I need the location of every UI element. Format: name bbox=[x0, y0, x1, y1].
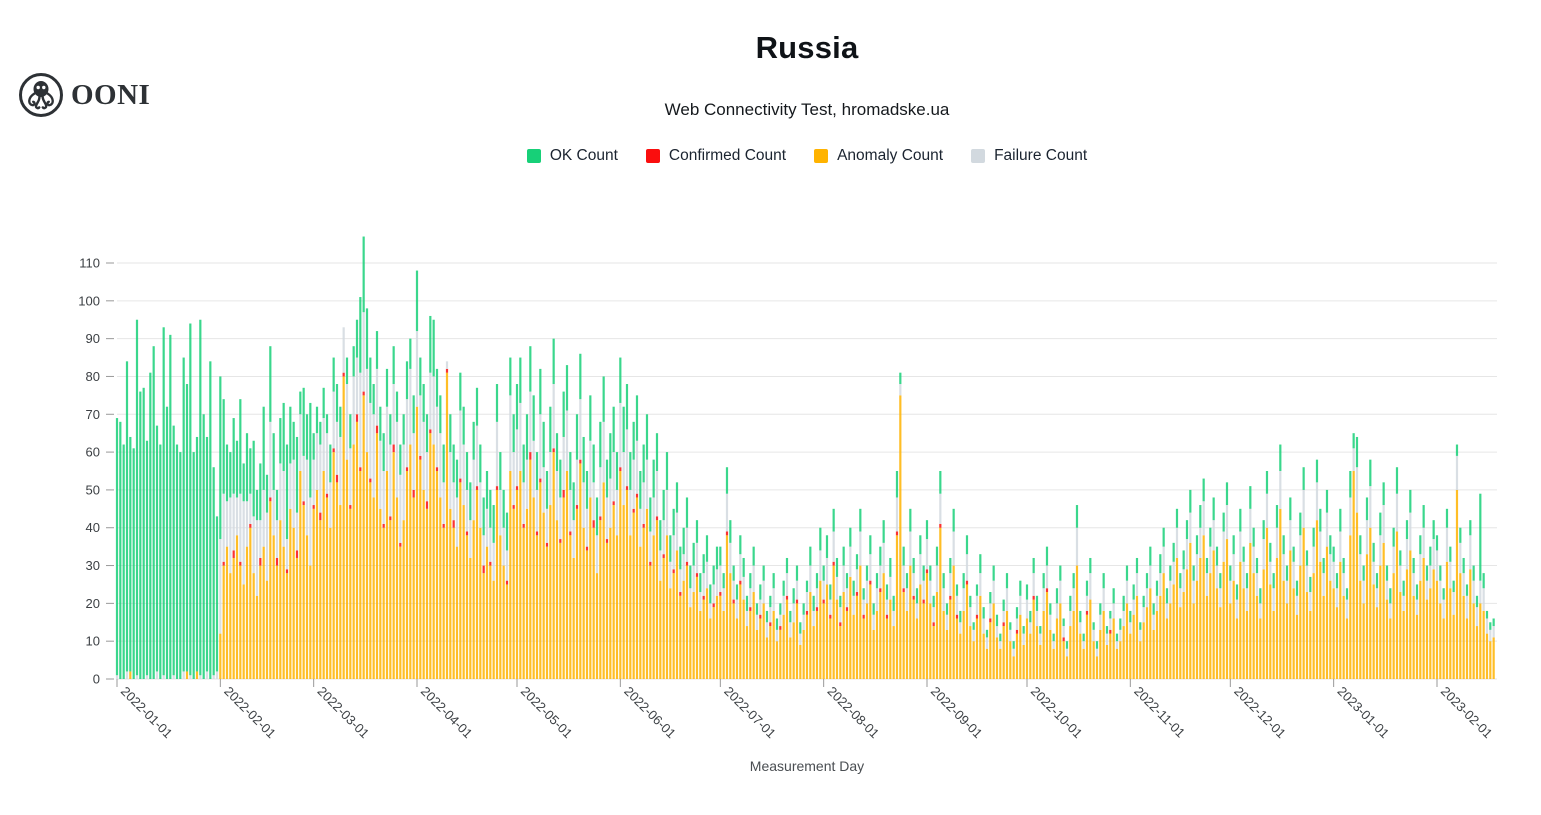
x-tick-label: 2023-02-01 bbox=[1438, 684, 1496, 742]
legend-item-anomaly[interactable]: Anomaly Count bbox=[814, 147, 943, 165]
x-tick-label: 2022-07-01 bbox=[721, 684, 779, 742]
legend-item-failure[interactable]: Failure Count bbox=[971, 147, 1087, 165]
x-tick-label: 2022-10-01 bbox=[1028, 684, 1086, 742]
x-tick-label: 2022-08-01 bbox=[825, 684, 883, 742]
legend-item-ok[interactable]: OK Count bbox=[526, 147, 618, 165]
ooni-logo: OONI bbox=[18, 72, 150, 118]
ooni-octopus-icon bbox=[19, 73, 63, 117]
y-tick-label: 80 bbox=[86, 369, 100, 384]
y-tick-label: 20 bbox=[86, 596, 100, 611]
x-tick-label: 2022-02-01 bbox=[221, 684, 279, 742]
x-axis: 2022-01-01 2022-02-01 2022-03-01 2022-04-01… bbox=[116, 679, 1496, 742]
ok-bars[interactable] bbox=[115, 236, 1495, 679]
legend-label: OK Count bbox=[549, 147, 618, 164]
x-tick-label: 2022-01-01 bbox=[118, 684, 176, 742]
chart-subtitle: Web Connectivity Test, hromadske.ua bbox=[664, 100, 950, 119]
anomaly-swatch-icon bbox=[814, 149, 829, 163]
x-tick-label: 2022-03-01 bbox=[315, 684, 373, 742]
x-tick-label: 2023-01-01 bbox=[1335, 684, 1393, 742]
anomaly-bars[interactable] bbox=[129, 372, 1495, 679]
y-tick-label: 30 bbox=[86, 558, 100, 573]
y-tick-label: 10 bbox=[86, 634, 100, 649]
y-tick-label: 90 bbox=[86, 331, 100, 346]
y-tick-label: 0 bbox=[93, 672, 100, 687]
x-tick-label: 2022-04-01 bbox=[418, 684, 476, 742]
x-tick-label: 2022-05-01 bbox=[518, 684, 576, 742]
ok-swatch-icon bbox=[526, 149, 541, 163]
y-tick-label: 70 bbox=[86, 407, 100, 422]
legend-label: Failure Count bbox=[994, 147, 1088, 164]
legend-item-confirmed[interactable]: Confirmed Count bbox=[645, 147, 787, 165]
y-tick-label: 60 bbox=[86, 445, 100, 460]
legend-label: Confirmed Count bbox=[668, 147, 787, 164]
y-tick-label: 110 bbox=[79, 256, 100, 271]
x-tick-label: 2022-11-01 bbox=[1131, 684, 1188, 741]
failure-bars[interactable] bbox=[115, 312, 1495, 679]
brand-wordmark: OONI bbox=[71, 78, 151, 111]
y-tick-label: 40 bbox=[86, 520, 100, 535]
confirmed-swatch-icon bbox=[645, 149, 660, 163]
x-axis-title: Measurement Day bbox=[750, 758, 864, 774]
y-axis: 0 10 20 30 40 50 60 70 80 90 100 110 bbox=[78, 256, 114, 687]
confirmed-bars[interactable] bbox=[222, 368, 1112, 642]
x-tick-label: 2022-12-01 bbox=[1231, 684, 1289, 742]
x-tick-label: 2022-09-01 bbox=[928, 684, 986, 742]
chart-legend: OK Count Confirmed Count Anomaly Count F… bbox=[117, 147, 1497, 165]
x-tick-label: 2022-06-01 bbox=[621, 684, 679, 742]
legend-label: Anomaly Count bbox=[837, 147, 944, 164]
y-tick-label: 50 bbox=[86, 482, 100, 497]
failure-swatch-icon bbox=[971, 149, 986, 163]
chart-title: Russia bbox=[755, 30, 859, 65]
y-tick-label: 100 bbox=[78, 293, 100, 308]
